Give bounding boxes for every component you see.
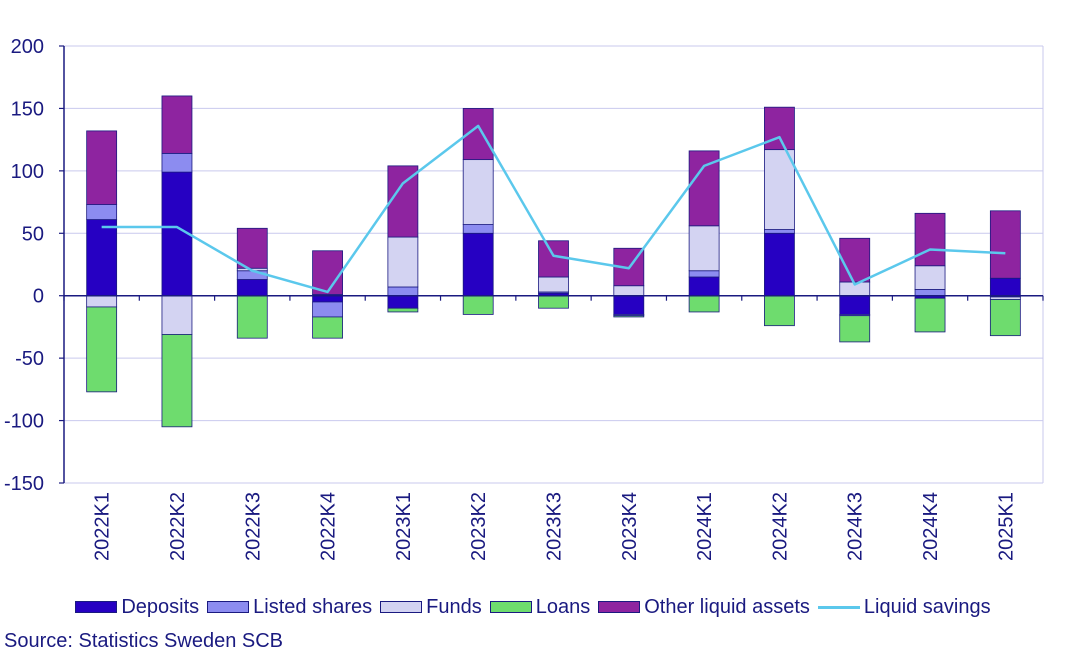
bar-listed-shares-2022K1 <box>86 204 118 220</box>
bar-listed-shares-2022K4 <box>312 301 343 318</box>
legend-item-funds: Funds <box>380 596 482 619</box>
bar-listed-shares-2024K2 <box>764 229 795 234</box>
legend-swatch-liquid-savings <box>817 605 860 609</box>
x-tick-label-2023K2: 2023K2 <box>468 492 490 561</box>
axes <box>59 45 1044 484</box>
bar-funds-2024K2 <box>764 149 795 230</box>
y-tick-label-50: 50 <box>22 223 44 245</box>
bar-other-liquid-assets-2024K2 <box>764 106 795 151</box>
bar-other-liquid-assets-2024K3 <box>839 237 871 283</box>
legend-label-loans: Loans <box>535 595 591 618</box>
bar-other-liquid-assets-2023K1 <box>387 165 419 238</box>
bar-other-liquid-assets-2024K4 <box>914 212 946 267</box>
bar-other-liquid-assets-2022K1 <box>86 130 118 205</box>
x-tick-label-2025K1: 2025K1 <box>995 492 1017 561</box>
legend: Deposits Listed shares Funds Loans Other… <box>0 594 1066 620</box>
bar-other-liquid-assets-2022K2 <box>161 95 193 154</box>
x-tick-label-2023K3: 2023K3 <box>544 492 566 561</box>
bar-loans-2025K1 <box>989 299 1021 337</box>
bar-funds-2024K1 <box>688 225 720 272</box>
bar-loans-2023K2 <box>462 295 494 315</box>
y-axis-ticks: 200 150 100 50 0 -50 -100 -150 <box>4 36 44 495</box>
x-tick-label-2024K4: 2024K4 <box>920 492 942 561</box>
bar-other-liquid-assets-2023K3 <box>538 240 569 278</box>
bar-deposits-2023K4 <box>613 295 645 315</box>
legend-label-liquid-savings: Liquid savings <box>863 595 991 618</box>
x-tick-label-2023K4: 2023K4 <box>619 492 641 561</box>
x-tick-label-2024K3: 2024K3 <box>845 492 867 561</box>
bar-listed-shares-2024K4 <box>914 289 946 297</box>
x-tick-label-2023K1: 2023K1 <box>393 492 415 561</box>
gridlines <box>64 45 1044 484</box>
x-tick-label-2022K1: 2022K1 <box>92 492 114 561</box>
bar-loans-2024K1 <box>688 295 720 313</box>
bar-loans-2023K4 <box>613 315 645 318</box>
bar-loans-2024K2 <box>764 295 795 327</box>
bar-funds-2024K4 <box>914 265 946 290</box>
bar-loans-2024K4 <box>914 297 946 333</box>
bar-deposits-2023K1 <box>387 295 419 309</box>
legend-item-other-liquid-assets: Other liquid assets <box>598 596 810 619</box>
bar-deposits-2022K3 <box>236 279 268 297</box>
x-tick-label-2024K1: 2024K1 <box>694 492 716 561</box>
y-tick-label--100: -100 <box>4 411 44 433</box>
y-tick-label-0: 0 <box>33 286 44 308</box>
bar-listed-shares-2023K2 <box>462 224 494 234</box>
bar-loans-2022K4 <box>312 316 343 339</box>
x-axis-ticks: 2022K1 2022K2 2022K3 2022K4 2023K1 2023K2 2023… <box>92 492 1018 561</box>
bar-other-liquid-assets-2025K1 <box>989 210 1021 279</box>
source-note: Source: Statistics Sweden SCB <box>4 630 284 652</box>
legend-item-listed-shares: Listed shares <box>207 596 372 619</box>
liquid-savings-line <box>101 124 1006 294</box>
bar-loans-2023K1 <box>387 307 419 313</box>
x-tick-label-2022K2: 2022K2 <box>167 492 189 561</box>
bar-deposits-2024K3 <box>839 295 871 315</box>
legend-item-loans: Loans <box>489 595 591 619</box>
legend-swatch-deposits <box>75 601 118 613</box>
legend-label-deposits: Deposits <box>121 595 200 618</box>
bar-loans-2022K2 <box>161 334 193 428</box>
bar-funds-2023K3 <box>538 276 569 293</box>
legend-swatch-other-liquid-assets <box>598 601 641 613</box>
y-tick-label-200: 200 <box>11 36 44 58</box>
bar-other-liquid-assets-2022K4 <box>312 250 343 295</box>
x-tick-label-2022K3: 2022K3 <box>242 492 264 561</box>
bar-deposits-2024K2 <box>764 232 795 297</box>
bar-loans-2024K3 <box>839 315 871 343</box>
bar-loans-2022K1 <box>86 306 118 393</box>
bar-deposits-2024K1 <box>688 276 720 297</box>
bar-funds-2023K2 <box>462 159 494 225</box>
bar-deposits-2025K1 <box>989 277 1021 297</box>
legend-label-listed-shares: Listed shares <box>253 595 373 618</box>
legend-swatch-listed-shares <box>207 601 250 613</box>
bar-funds-2022K2 <box>161 295 193 335</box>
bar-funds-2023K1 <box>387 236 419 288</box>
legend-label-funds: Funds <box>426 595 482 618</box>
bar-listed-shares-2023K1 <box>387 286 419 297</box>
x-tick-label-2022K4: 2022K4 <box>318 492 340 561</box>
bar-deposits-2022K1 <box>86 219 118 297</box>
y-tick-label--150: -150 <box>4 473 44 495</box>
bar-funds-2022K1 <box>86 295 118 308</box>
bar-deposits-2023K2 <box>462 232 494 297</box>
legend-item-deposits: Deposits <box>75 596 199 619</box>
legend-swatch-funds <box>380 601 423 613</box>
bar-deposits-2022K4 <box>312 295 343 303</box>
x-tick-label-2024K2: 2024K2 <box>769 492 791 561</box>
y-tick-label-150: 150 <box>11 98 44 120</box>
bar-loans-2023K3 <box>538 295 569 309</box>
bar-listed-shares-2022K2 <box>161 152 193 173</box>
bar-loans-2022K3 <box>236 295 268 339</box>
legend-item-liquid-savings: Liquid savings <box>817 595 991 619</box>
legend-swatch-loans <box>489 601 532 613</box>
bar-listed-shares-2024K1 <box>688 270 720 278</box>
bar-listed-shares-2022K3 <box>236 270 268 280</box>
y-tick-label-100: 100 <box>11 161 44 183</box>
y-tick-label--50: -50 <box>15 348 44 370</box>
bar-other-liquid-assets-2022K3 <box>236 227 268 269</box>
bar-funds-2023K4 <box>613 285 645 297</box>
bars <box>86 95 1021 428</box>
legend-label-other-liquid-assets: Other liquid assets <box>644 595 810 618</box>
